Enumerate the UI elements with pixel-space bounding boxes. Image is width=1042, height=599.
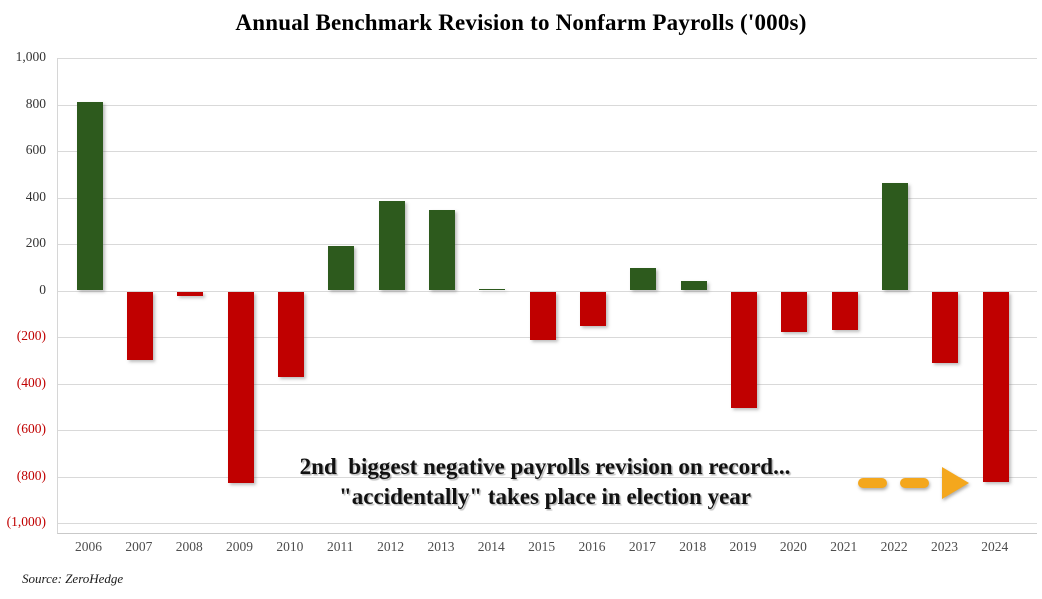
annotation-line-1: 2nd biggest negative payrolls revision o… — [299, 454, 791, 479]
gridline — [58, 523, 1037, 524]
y-axis-tick-label: (400) — [16, 374, 46, 390]
bar-2023 — [932, 291, 959, 363]
bar-2019 — [731, 291, 758, 408]
y-axis-tick-label: (200) — [16, 328, 46, 343]
bar-2013 — [428, 210, 455, 291]
x-axis-label-2023: 2023 — [930, 539, 958, 554]
arrow-dash — [900, 478, 929, 488]
y-axis-tick-label: 0 — [39, 281, 46, 297]
y-axis-tick-label: (1,000) — [6, 514, 46, 529]
gridline — [58, 151, 1037, 152]
bar-2018 — [680, 280, 707, 291]
bar-2020 — [781, 291, 808, 332]
y-axis-tick-label: (800) — [16, 467, 46, 483]
bar-2006 — [76, 102, 103, 291]
bar-2009 — [227, 291, 254, 484]
x-axis-label-2011: 2011 — [327, 539, 354, 554]
y-axis-tick-label: 600 — [25, 142, 46, 157]
bar-2011 — [328, 245, 355, 291]
annotation-line-2: "accidentally" takes place in election y… — [339, 484, 751, 510]
x-axis-label-2017: 2017 — [628, 539, 656, 554]
bar-2022 — [882, 183, 909, 291]
bar-2008 — [177, 291, 204, 297]
x-axis-label-2024: 2024 — [981, 539, 1009, 554]
x-axis-label-2015: 2015 — [528, 539, 556, 554]
x-axis-label-2021: 2021 — [830, 539, 858, 554]
x-axis-label-2007: 2007 — [125, 539, 153, 554]
x-axis-label-2016: 2016 — [578, 539, 606, 554]
plot-area — [57, 58, 1037, 534]
arrow-dash — [858, 478, 887, 488]
bar-2016 — [580, 291, 606, 327]
bar-2014 — [479, 288, 506, 291]
bar-2012 — [378, 200, 405, 291]
gridline — [58, 383, 1037, 385]
annotation-text: 2nd biggest negative payrolls revision o… — [235, 452, 855, 513]
x-axis-label-2019: 2019 — [729, 539, 757, 554]
x-axis-label-2020: 2020 — [779, 539, 807, 554]
gridline — [58, 430, 1037, 431]
y-axis-tick-label: 400 — [25, 188, 46, 204]
x-axis-label-2010: 2010 — [276, 539, 304, 554]
x-axis-label-2006: 2006 — [75, 539, 102, 554]
x-axis-label-2012: 2012 — [377, 539, 405, 554]
x-axis-label-2013: 2013 — [427, 539, 455, 554]
x-axis-label-2018: 2018 — [679, 539, 707, 554]
source-credit: Source: ZeroHedge — [22, 571, 124, 586]
bar-2024 — [982, 291, 1009, 482]
gridline — [58, 58, 1037, 59]
gridline — [58, 197, 1037, 199]
x-axis-label-2014: 2014 — [477, 539, 505, 554]
gridline — [58, 290, 1037, 292]
y-axis-tick-label: (600) — [16, 421, 46, 436]
y-axis-tick-label: 200 — [25, 235, 46, 250]
gridline — [58, 244, 1037, 245]
y-axis-tick-label: 800 — [25, 95, 46, 111]
bar-2021 — [831, 291, 858, 331]
gridline — [58, 104, 1037, 106]
gridline — [58, 476, 1037, 478]
bar-2017 — [630, 268, 657, 291]
bar-2010 — [277, 291, 304, 377]
dashed-arrow — [858, 467, 969, 499]
x-axis-label-2022: 2022 — [880, 539, 908, 554]
arrow-head-icon — [942, 467, 969, 499]
bar-2015 — [529, 291, 556, 340]
chart-title: Annual Benchmark Revision to Nonfarm Pay… — [235, 10, 807, 35]
x-axis-label-2008: 2008 — [175, 539, 203, 554]
y-axis-tick-label: 1,000 — [15, 49, 46, 64]
x-axis-label-2009: 2009 — [226, 539, 254, 554]
bar-2007 — [126, 291, 153, 360]
